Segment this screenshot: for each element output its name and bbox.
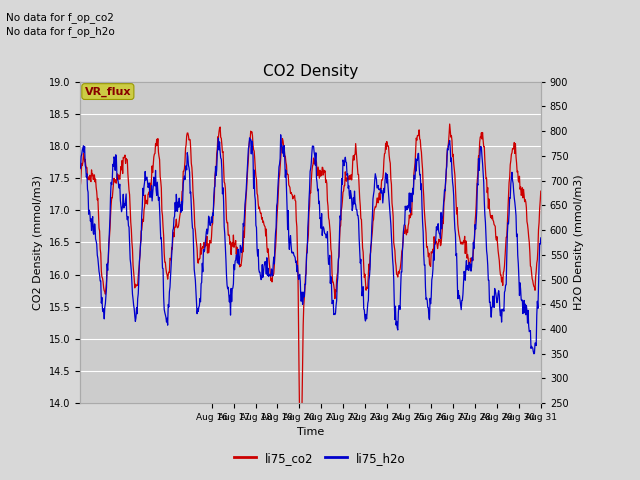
Legend: li75_co2, li75_h2o: li75_co2, li75_h2o <box>230 447 410 469</box>
Y-axis label: CO2 Density (mmol/m3): CO2 Density (mmol/m3) <box>33 175 43 310</box>
Title: CO2 Density: CO2 Density <box>263 64 358 79</box>
X-axis label: Time: Time <box>297 428 324 437</box>
Text: No data for f_op_h2o: No data for f_op_h2o <box>6 26 115 37</box>
Text: VR_flux: VR_flux <box>84 86 131 96</box>
Text: No data for f_op_co2: No data for f_op_co2 <box>6 12 115 23</box>
Y-axis label: H2O Density (mmol/m3): H2O Density (mmol/m3) <box>574 175 584 310</box>
